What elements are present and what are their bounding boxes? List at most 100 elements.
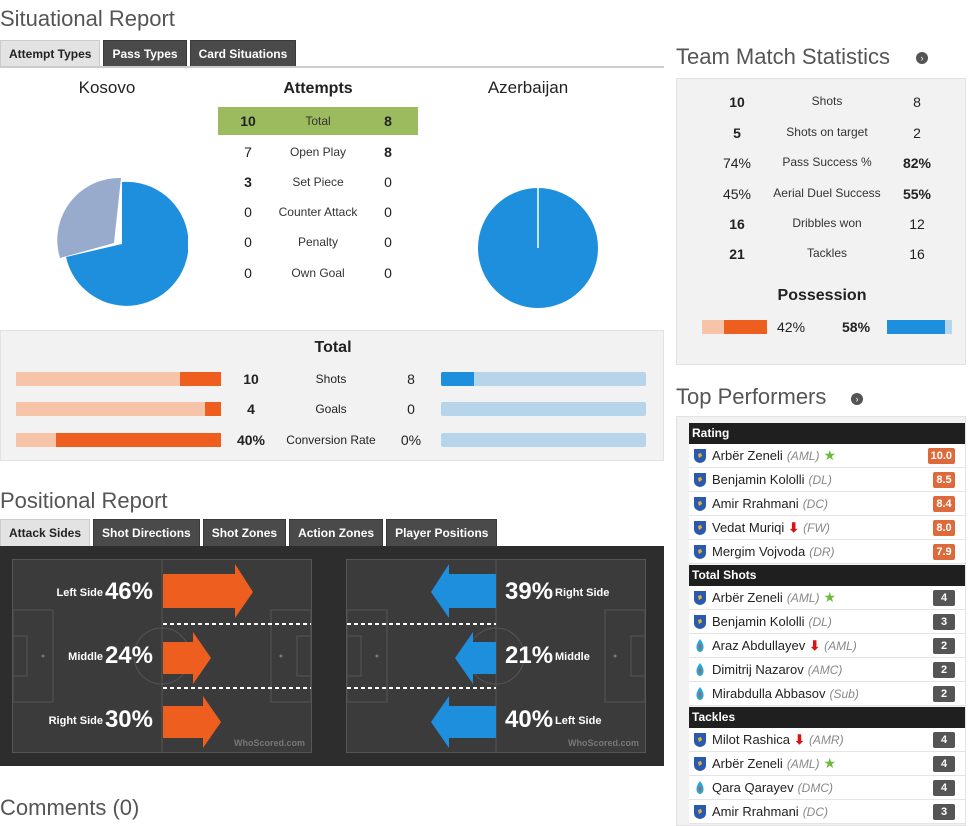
player-name[interactable]: Benjamin Kololli xyxy=(712,472,805,487)
performer-row[interactable]: Arbër Zeneli (AML) ★ 4 xyxy=(689,586,965,610)
away-bar-track xyxy=(441,372,646,386)
player-name[interactable]: Arbër Zeneli xyxy=(712,590,783,605)
attempt-label: Set Piece xyxy=(292,175,344,189)
tab-attack-sides[interactable]: Attack Sides xyxy=(0,519,91,546)
tab-shot-directions[interactable]: Shot Directions xyxy=(93,519,200,546)
tab-player-positions[interactable]: Player Positions xyxy=(386,519,498,546)
away-left-side-arrow xyxy=(431,696,496,748)
performer-row[interactable]: Arbër Zeneli (AML) ★ 4 xyxy=(689,752,965,776)
attempt-home-value: 0 xyxy=(244,265,252,281)
player-name[interactable]: Qara Qarayev xyxy=(712,780,794,795)
player-position: (AMR) xyxy=(808,732,844,747)
player-name[interactable]: Amir Rrahmani xyxy=(712,804,799,819)
total-row-shots: 10 Shots 8 xyxy=(1,369,665,389)
performer-row[interactable]: Benjamin Kololli (DL) 8.5 xyxy=(689,468,965,492)
performer-row[interactable]: Benjamin Kololli (DL) 3 xyxy=(689,610,965,634)
tab-shot-zones[interactable]: Shot Zones xyxy=(202,519,287,546)
home-pie-primary-slice xyxy=(66,181,188,306)
player-position: (Sub) xyxy=(829,686,859,701)
home-left-side-arrow xyxy=(163,564,253,618)
player-name[interactable]: Arbër Zeneli xyxy=(712,448,783,463)
attack-sides-panel: Left Side 46% Middle 24% Right Side 30% … xyxy=(0,546,664,766)
total-row-conversion-rate: 40% Conversion Rate 0% xyxy=(1,430,665,450)
away-middle-arrow xyxy=(455,632,496,684)
stat-away: 8 xyxy=(913,94,921,110)
performers-section-header: Rating xyxy=(689,423,965,444)
home-value: 40% xyxy=(236,432,266,448)
total-heading: Total xyxy=(314,339,352,356)
arrow-right-circle-icon[interactable]: › xyxy=(916,52,928,64)
home-bar-track xyxy=(16,372,221,386)
arrow-right-circle-icon[interactable]: › xyxy=(851,393,863,405)
home-side-label: Middle xyxy=(68,651,103,663)
performers-section-header: Tackles xyxy=(689,707,965,728)
player-name[interactable]: Amir Rrahmani xyxy=(712,496,799,511)
tab-attempt-types[interactable]: Attempt Types xyxy=(0,40,101,67)
away-team-name: Azerbaijan xyxy=(487,78,569,97)
top-performers-title: Top Performers xyxy=(676,384,827,409)
performer-row[interactable]: Milot Rashica ⬇ (AMR) 4 xyxy=(689,728,965,752)
home-side-percent: 24% xyxy=(104,642,153,669)
player-position: (DR) xyxy=(809,544,835,559)
player-name[interactable]: Mergim Vojvoda xyxy=(712,544,806,559)
tab-action-zones[interactable]: Action Zones xyxy=(289,519,384,546)
situational-report-title: Situational Report xyxy=(0,6,175,31)
performer-row[interactable]: Dimitrij Nazarov (AMC) 2 xyxy=(689,658,965,682)
away-pitch: 39% Right Side 21% Middle 40% Left Side … xyxy=(346,559,646,753)
attempt-away-value: 8 xyxy=(384,113,392,129)
performers-section-header: Total Shots xyxy=(689,565,965,586)
performer-row[interactable]: Amir Rrahmani (DC) 3 xyxy=(689,800,965,824)
player-name[interactable]: Dimitrij Nazarov xyxy=(712,662,804,677)
player-name[interactable]: Milot Rashica xyxy=(712,732,791,747)
attempt-away-value: 0 xyxy=(384,174,392,190)
rating-badge: 7.9 xyxy=(933,543,955,560)
player-position: (AMC) xyxy=(807,662,843,677)
player-position: (DL) xyxy=(808,614,832,629)
player-name[interactable]: Benjamin Kololli xyxy=(712,614,805,629)
kosovo-crest-icon xyxy=(691,495,708,513)
row-label: Goals xyxy=(315,402,347,416)
rating-badge: 8.5 xyxy=(933,471,955,488)
performer-row[interactable]: Qara Qarayev (DMC) 4 xyxy=(689,776,965,800)
home-right-side-arrow xyxy=(163,696,221,748)
top-performers-panel: Rating Arbër Zeneli (AML) ★ 10.0 Benjamin Kol… xyxy=(676,416,966,826)
attempt-row-own-goal: 0 Own Goal 0 xyxy=(218,259,418,287)
away-bar-track xyxy=(441,433,646,447)
attempt-home-value: 0 xyxy=(244,234,252,250)
total-row-goals: 4 Goals 0 xyxy=(1,399,665,419)
player-name[interactable]: Araz Abdullayev xyxy=(712,638,806,653)
tab-card-situations[interactable]: Card Situations xyxy=(189,40,297,67)
home-possession-fill xyxy=(724,320,767,334)
player-name[interactable]: Vedat Muriqi xyxy=(712,520,785,535)
attempt-row-total: 10 Total 8 xyxy=(218,107,418,135)
performer-row[interactable]: Vedat Muriqi ⬇ (FW) 8.0 xyxy=(689,516,965,540)
performer-row[interactable]: Araz Abdullayev ⬇ (AML) 2 xyxy=(689,634,965,658)
player-position: (DC) xyxy=(802,496,829,511)
stat-row-dribbles: 16 Dribbles won 12 xyxy=(677,216,967,236)
away-bar-fill xyxy=(441,372,474,386)
player-name[interactable]: Mirabdulla Abbasov xyxy=(712,686,826,701)
stat-row-pass-success: 74% Pass Success % 82% xyxy=(677,155,967,175)
stat-away: 12 xyxy=(909,216,925,232)
kosovo-crest-icon xyxy=(691,803,708,821)
rating-badge: 8.0 xyxy=(933,519,955,536)
away-side-label: Middle xyxy=(555,651,590,663)
performer-row[interactable]: Amir Rrahmani (DC) 8.4 xyxy=(689,492,965,516)
stat-home: 5 xyxy=(733,125,741,141)
azerbaijan-crest-icon xyxy=(691,779,708,797)
away-side-percent: 21% xyxy=(505,642,554,669)
player-name[interactable]: Arbër Zeneli xyxy=(712,756,783,771)
attempt-label: Total xyxy=(305,114,331,128)
performer-row[interactable]: Mergim Vojvoda (DR) 7.9 xyxy=(689,540,965,564)
stat-label: Pass Success % xyxy=(782,155,872,169)
player-position: (AML) xyxy=(786,448,820,463)
stat-away: 82% xyxy=(902,155,932,171)
man-of-the-match-star-icon: ★ xyxy=(823,755,837,771)
performer-row[interactable]: Mirabdulla Abbasov (Sub) 2 xyxy=(689,682,965,706)
stat-away: 16 xyxy=(909,246,925,262)
count-badge: 4 xyxy=(933,779,955,796)
tab-pass-types[interactable]: Pass Types xyxy=(103,40,187,67)
performer-row[interactable]: Arbër Zeneli (AML) ★ 10.0 xyxy=(689,444,965,468)
man-of-the-match-star-icon: ★ xyxy=(823,447,837,463)
away-possession-fill xyxy=(887,320,945,334)
